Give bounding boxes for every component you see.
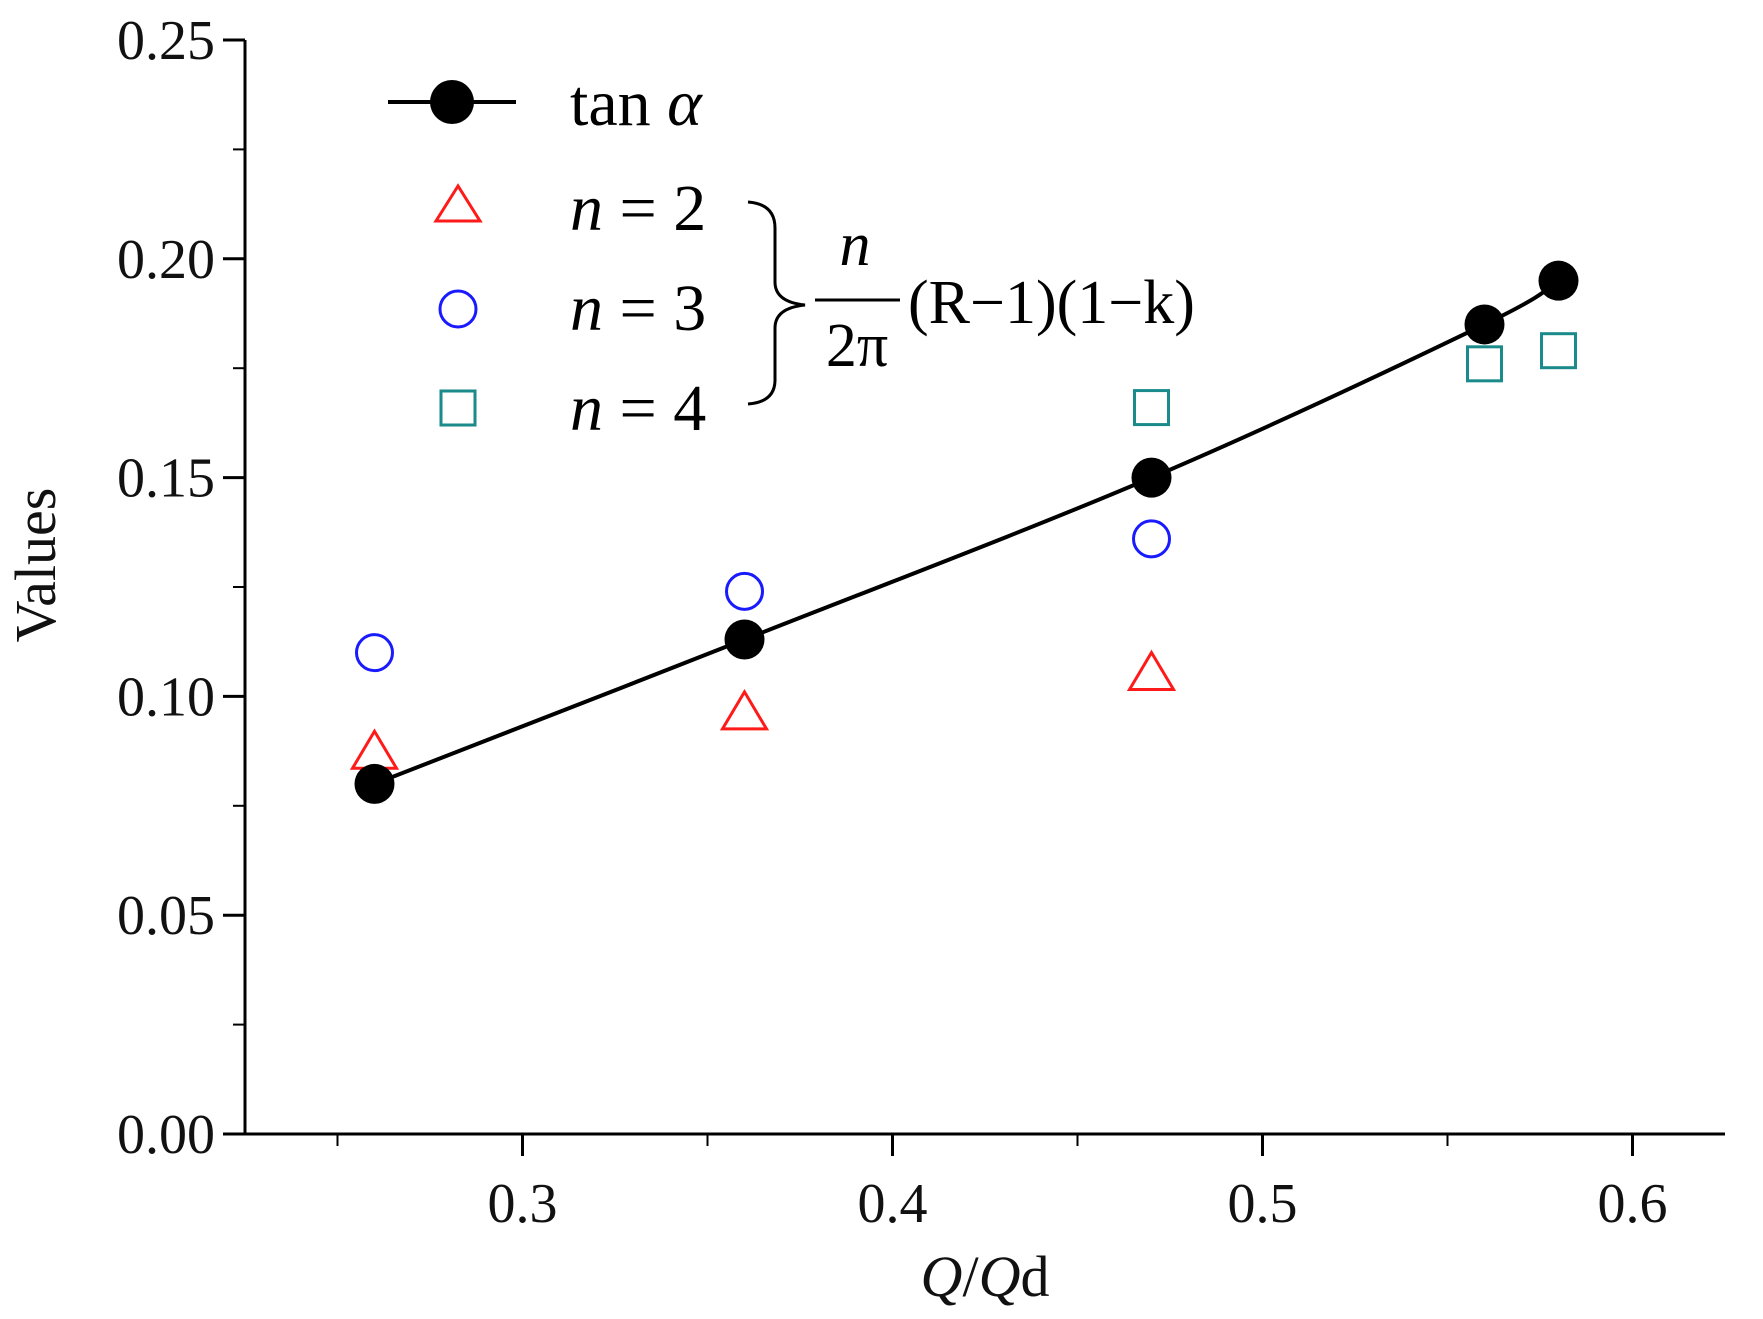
- legend-label-n4: n = 4: [570, 372, 706, 445]
- marker-tan-alpha: [1131, 457, 1172, 498]
- y-tick-label: 0.15: [117, 448, 215, 510]
- legend-label-n2: n = 2: [570, 172, 706, 245]
- legend-label-tan-alpha: tan α: [570, 67, 703, 140]
- marker-n3: [725, 571, 764, 611]
- marker-n4: [1540, 332, 1577, 370]
- marker-n2: [719, 688, 770, 731]
- legend-marker-n4: [439, 389, 477, 427]
- x-tick-label: 0.5: [1228, 1173, 1298, 1235]
- marker-tan-alpha: [1538, 260, 1579, 301]
- y-tick-label: 0.20: [117, 229, 215, 291]
- marker-n3: [1132, 519, 1171, 559]
- marker-n4: [1466, 345, 1503, 383]
- y-tick-label: 0.25: [117, 10, 215, 72]
- formula-terms: (R−1)(1−k): [908, 269, 1195, 337]
- marker-n3: [355, 633, 394, 673]
- x-tick-label: 0.3: [488, 1173, 558, 1235]
- y-tick-label: 0.05: [117, 885, 215, 947]
- legend: tan α n = 2 n = 3 n = 4 n 2π (R−1)(1−k): [388, 67, 1195, 445]
- formula-numerator: n: [840, 211, 871, 279]
- x-tick-label: 0.4: [858, 1173, 928, 1235]
- legend-marker-tan-alpha: [430, 80, 474, 124]
- marker-tan-alpha: [724, 619, 765, 660]
- x-ticks: 0.3 0.4 0.5 0.6: [336, 1134, 1668, 1235]
- marker-n2: [1126, 649, 1177, 692]
- x-axis-title: Q/Qd: [921, 1244, 1050, 1309]
- legend-brace: [747, 200, 806, 406]
- legend-marker-n2: [433, 183, 483, 223]
- y-axis-title: Values: [3, 488, 68, 643]
- data-markers: [349, 260, 1579, 804]
- marker-n2: [349, 728, 400, 770]
- marker-n4: [1133, 389, 1170, 427]
- y-tick-label: 0.10: [117, 666, 215, 728]
- legend-marker-n3: [438, 289, 478, 329]
- legend-label-n3: n = 3: [570, 272, 706, 345]
- y-ticks: 0.00 0.05 0.10 0.15 0.20 0.25: [117, 10, 245, 1166]
- axes: 0.00 0.05 0.10 0.15 0.20 0.25 0.3 0.4 0.5 0.6: [117, 10, 1725, 1235]
- marker-tan-alpha: [354, 763, 395, 804]
- x-tick-label: 0.6: [1598, 1173, 1668, 1235]
- marker-tan-alpha: [1464, 304, 1505, 345]
- y-tick-label: 0.00: [117, 1104, 215, 1166]
- formula-denominator: 2π: [826, 312, 888, 380]
- series-line-tan-alpha: [373, 278, 1560, 786]
